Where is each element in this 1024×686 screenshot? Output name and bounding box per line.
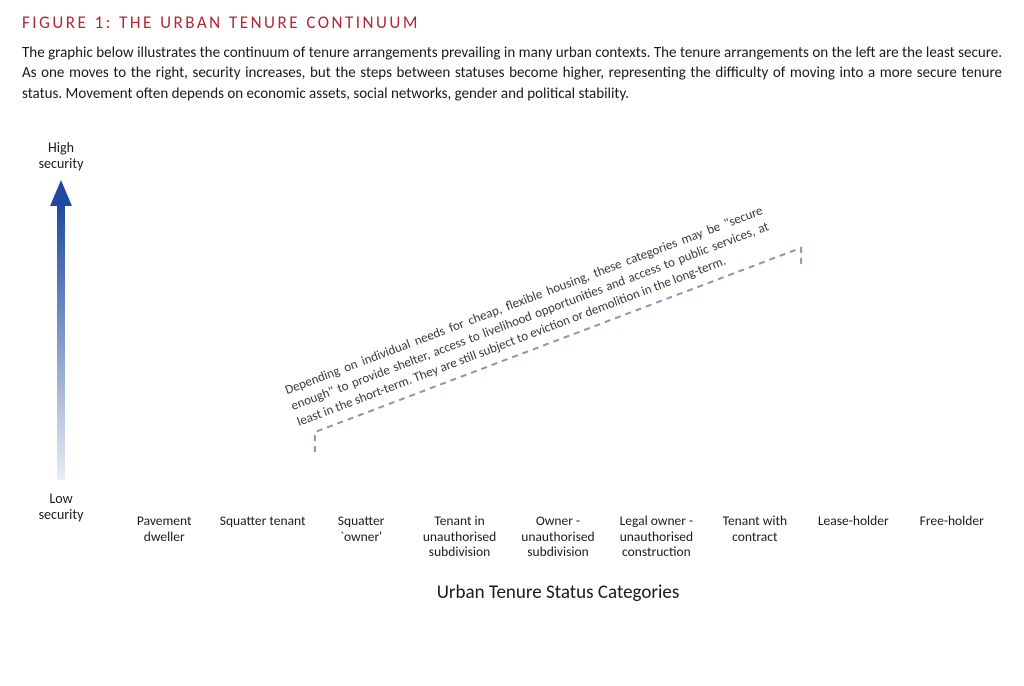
x-axis-labels: Pavement dwellerSquatter tenantSquatter …	[118, 509, 998, 560]
y-axis-high-label: High security	[30, 140, 92, 172]
figure-title: FIGURE 1: THE URBAN TENURE CONTINUUM	[22, 12, 1002, 33]
x-axis-label: Owner - unauthorised subdivision	[512, 509, 604, 560]
x-axis-label: Free-holder	[906, 509, 998, 560]
y-axis-arrow-icon	[50, 180, 72, 485]
x-axis-label: Pavement dweller	[118, 509, 210, 560]
figure-caption: The graphic below illustrates the contin…	[22, 43, 1002, 104]
x-axis-label: Squatter `owner'	[315, 509, 407, 560]
y-axis: High security Low security	[30, 140, 92, 538]
chart-container: High security Low security Depending on …	[22, 134, 1002, 614]
x-axis-label: Squatter tenant	[216, 509, 308, 560]
x-axis-label: Legal owner - unauthorised construction	[610, 509, 702, 560]
plot-area: Depending on individual needs for cheap,…	[118, 140, 998, 604]
x-axis-label: Tenant in unauthorised subdivision	[413, 509, 505, 560]
x-axis-label: Lease-holder	[807, 509, 899, 560]
x-axis-title: Urban Tenure Status Categories	[118, 581, 998, 604]
x-axis-label: Tenant with contract	[709, 509, 801, 560]
y-axis-low-label: Low security	[30, 491, 92, 523]
